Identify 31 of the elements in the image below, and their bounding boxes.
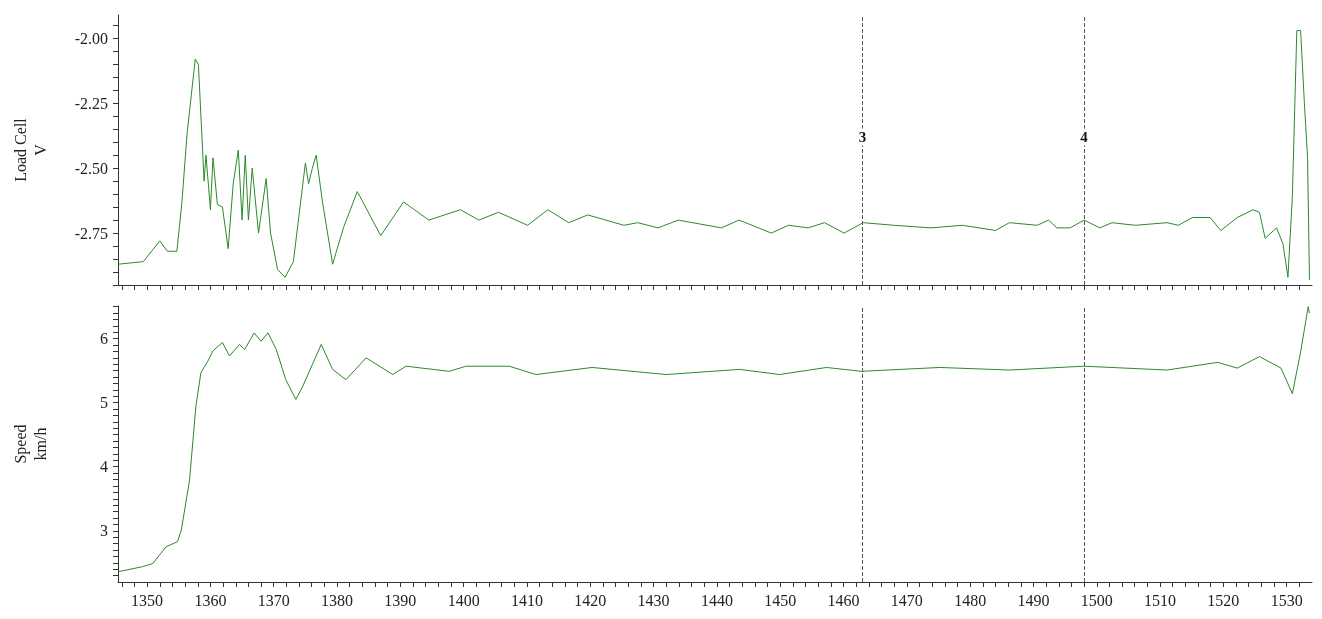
x-tick-label: 1360 <box>194 591 227 609</box>
y-axis-title: Speed km/h <box>11 424 49 464</box>
x-tick-label: 1480 <box>954 591 987 609</box>
y-tick-label: 6 <box>100 330 108 348</box>
y-tick-label: 4 <box>100 458 108 476</box>
y-axis-title: Load Cell V <box>11 117 49 182</box>
x-tick-label: 1420 <box>574 591 607 609</box>
annotation: 4 <box>1080 129 1089 146</box>
x-tick-label: 1400 <box>447 591 480 609</box>
y-tick-label: 5 <box>100 394 108 412</box>
y-tick-label: -2.00 <box>74 29 108 47</box>
annotation: 3 <box>858 129 867 146</box>
x-tick-label: 1440 <box>700 591 733 609</box>
x-tick-label: 1370 <box>257 591 290 609</box>
y-tick-label: -2.25 <box>74 94 108 112</box>
x-tick-label: 1500 <box>1080 591 1113 609</box>
y-tick-label: 3 <box>100 522 108 540</box>
x-tick-label: 1380 <box>321 591 354 609</box>
x-tick-label: 1390 <box>384 591 417 609</box>
x-tick-label: 1490 <box>1017 591 1050 609</box>
x-tick-label: 1460 <box>827 591 860 609</box>
x-tick-label: 1470 <box>890 591 923 609</box>
y-tick-label: -2.75 <box>74 224 108 242</box>
y-tick-label: -2.50 <box>74 159 108 177</box>
x-tick-label: 1510 <box>1144 591 1177 609</box>
x-tick-label: 1450 <box>764 591 797 609</box>
x-tick-label: 1410 <box>510 591 543 609</box>
x-tick-label: 1520 <box>1207 591 1240 609</box>
x-tick-label: 1350 <box>131 591 164 609</box>
x-tick-label: 1530 <box>1270 591 1303 609</box>
x-tick-label: 1430 <box>637 591 670 609</box>
